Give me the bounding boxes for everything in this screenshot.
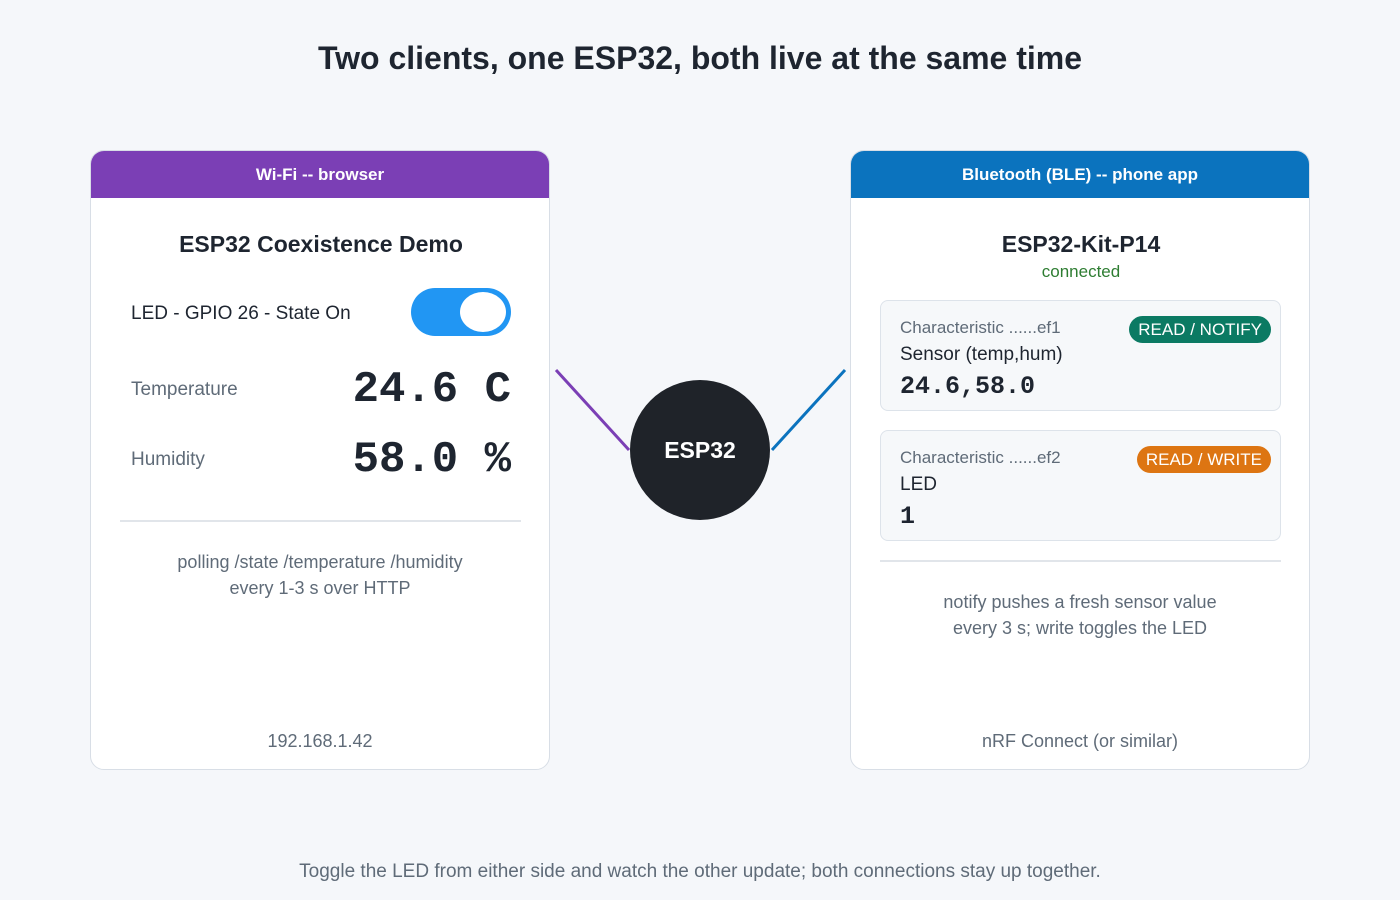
read-notify-badge: READ / NOTIFY [1129,316,1271,343]
ble-link [770,368,847,452]
bottom-caption: Toggle the LED from either side and watc… [299,861,1101,882]
wifi-panel-header: Wi-Fi -- browser [91,151,549,198]
wifi-link [554,368,631,452]
ble-app-name: nRF Connect (or similar) [981,731,1179,751]
ble-device-name: ESP32-Kit-P14 [1001,231,1161,257]
ble-note-line2: every 3 s; write toggles the LED [952,618,1208,638]
led-toggle-switch[interactable] [411,288,511,336]
sensor-characteristic[interactable]: Characteristic ......ef1 READ / NOTIFY S… [880,300,1281,411]
characteristic-value: 1 [900,502,916,531]
wifi-ip-address: 192.168.1.42 [267,731,373,751]
wifi-note-line2: every 1-3 s over HTTP [229,578,411,598]
characteristic-id: Characteristic ......ef1 [900,318,1061,337]
led-control-row: LED - GPIO 26 - State On [131,288,511,336]
esp32-node: ESP32 [630,380,770,520]
toggle-knob [460,292,506,332]
humidity-value: 58.0 % [352,435,511,485]
ble-panel-header: Bluetooth (BLE) -- phone app [851,151,1309,198]
temperature-reading: Temperature 24.6 C [131,365,511,415]
ble-divider [880,560,1281,562]
ble-note-line1: notify pushes a fresh sensor value [943,592,1217,612]
ble-notify-note: notify pushes a fresh sensor value every… [851,589,1309,641]
humidity-reading: Humidity 58.0 % [131,435,511,485]
temperature-value: 24.6 C [352,365,511,415]
wifi-browser-panel: Wi-Fi -- browser ESP32 Coexistence Demo … [90,150,550,770]
ble-phone-panel: Bluetooth (BLE) -- phone app ESP32-Kit-P… [850,150,1310,770]
led-state-label: LED - GPIO 26 - State On [131,303,351,324]
wifi-polling-note: polling /state /temperature /humidity ev… [91,549,549,601]
page-title: Two clients, one ESP32, both live at the… [317,40,1083,76]
characteristic-name: LED [900,474,937,495]
characteristic-value: 24.6,58.0 [900,372,1036,401]
read-write-badge: READ / WRITE [1136,446,1271,473]
ble-connection-status: connected [1041,262,1121,281]
web-page-title: ESP32 Coexistence Demo [179,231,463,257]
temperature-label: Temperature [131,379,238,400]
characteristic-id: Characteristic ......ef2 [900,448,1061,467]
wifi-divider [120,520,521,522]
humidity-label: Humidity [131,449,205,470]
characteristic-name: Sensor (temp,hum) [900,344,1063,365]
wifi-note-line1: polling /state /temperature /humidity [177,552,463,572]
led-characteristic[interactable]: Characteristic ......ef2 READ / WRITE LE… [880,430,1281,541]
